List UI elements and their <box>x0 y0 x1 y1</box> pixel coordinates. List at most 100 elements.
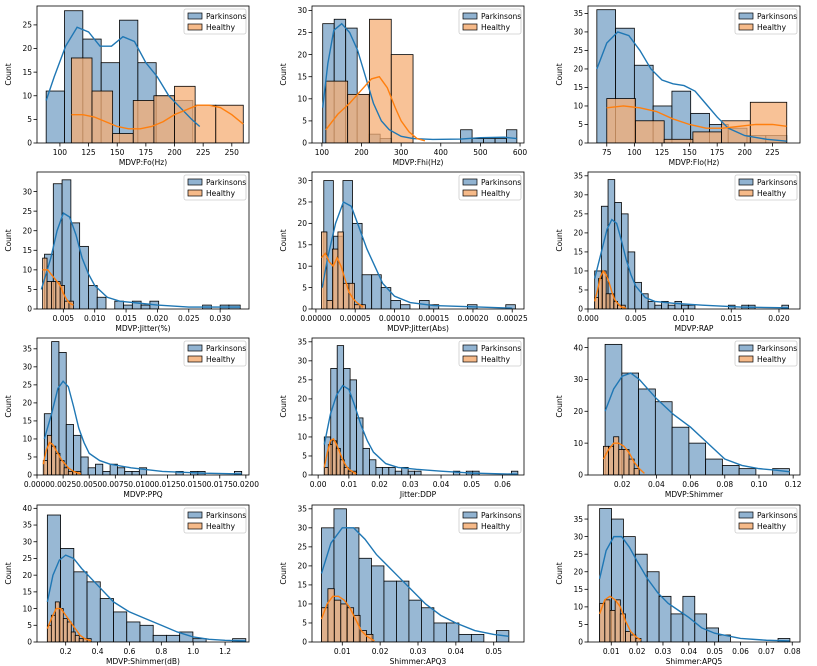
y-tick-label: 5 <box>302 452 307 461</box>
kde-line-parkinsons <box>321 200 513 309</box>
plot-area <box>46 514 247 642</box>
y-tick-label: 25 <box>297 28 307 37</box>
series-healthy <box>606 98 788 143</box>
y-tick-label: 25 <box>22 207 32 216</box>
y-tick-label: 20 <box>573 567 583 576</box>
kde-line-parkinsons <box>320 527 509 637</box>
y-tick-label: 30 <box>573 532 583 541</box>
x-tick-label: 225 <box>765 148 780 157</box>
legend-swatch-parkinsons <box>187 12 203 20</box>
bar-parkinsons <box>511 470 519 475</box>
subplot-mdvp-jitter-: 0.005 0.010 0.015 0.020 0.025 0.030 0 5 10 15 20 25… <box>4 171 250 333</box>
x-tick-label: 100 <box>315 148 330 157</box>
plot-area <box>594 179 789 309</box>
series-parkinsons <box>323 345 519 475</box>
bar-healthy <box>70 57 93 143</box>
plot-area <box>40 179 241 309</box>
x-tick-label: 0.00010 <box>379 314 410 323</box>
kde-line-healthy <box>320 252 364 308</box>
x-tick-label: 0.02 <box>371 480 388 489</box>
y-tick-label: 35 <box>297 505 307 514</box>
bar-healthy <box>601 270 607 309</box>
bar-healthy <box>78 638 84 642</box>
axes-frame <box>36 5 250 144</box>
y-tick-label: 0 <box>27 305 32 314</box>
subplot-mdvp-fhi-hz-: 100 200 300 400 500 600 0 5 10 15 20 25 30 MDVP:Fhi(H… <box>279 5 527 167</box>
bar-parkinsons <box>361 274 373 309</box>
y-tick-label: 10 <box>22 91 32 100</box>
legend-label-healthy: Healthy <box>206 189 236 198</box>
y-tick-label: 0 <box>27 139 32 148</box>
bar-parkinsons <box>646 571 660 642</box>
legend: Parkinsons Healthy <box>183 174 247 201</box>
y-tick-label: 15 <box>22 68 32 77</box>
y-tick-label: 30 <box>22 537 32 546</box>
y-tick-label: 40 <box>22 504 32 513</box>
bar-parkinsons <box>45 90 65 143</box>
bar-parkinsons <box>152 634 167 642</box>
x-axis-label: MDVP:RAP <box>675 324 714 333</box>
y-tick-label: 0 <box>302 638 307 647</box>
y-tick-label: 25 <box>22 21 32 30</box>
bar-parkinsons <box>73 571 88 642</box>
y-tick-label: 15 <box>22 588 32 597</box>
y-tick-label: 10 <box>573 267 583 276</box>
series-parkinsons <box>604 343 790 475</box>
y-tick-label: 20 <box>573 65 583 74</box>
y-tick-label: 5 <box>27 285 32 294</box>
y-tick-label: 10 <box>297 600 307 609</box>
legend-swatch-parkinsons <box>187 344 203 352</box>
bar-parkinsons <box>506 129 518 143</box>
x-tick-label: 0.00020 <box>457 314 488 323</box>
x-tick-label: 0.05 <box>706 647 723 656</box>
x-tick-label: 125 <box>655 148 670 157</box>
kde-line-parkinsons <box>598 535 790 642</box>
bar-parkinsons <box>139 624 154 642</box>
kde-line-healthy <box>320 595 375 642</box>
legend: Parkinsons Healthy <box>458 8 522 35</box>
y-tick-label: 25 <box>22 381 32 390</box>
series-healthy <box>325 18 414 143</box>
y-axis-label: Count <box>555 562 564 584</box>
x-tick-label: 0.01 <box>341 480 358 489</box>
y-tick-label: 25 <box>573 550 583 559</box>
y-tick-label: 0 <box>302 139 307 148</box>
x-tick-label: 0.020 <box>768 314 790 323</box>
x-tick-label: 400 <box>434 148 449 157</box>
x-tick-label: 0.02 <box>372 647 389 656</box>
legend: Parkinsons Healthy <box>734 174 798 201</box>
y-tick-label: 0 <box>578 139 583 148</box>
y-tick-label: 20 <box>297 562 307 571</box>
subplot-shimmer-apq5: 0.01 0.02 0.03 0.04 0.05 0.06 0.07 0.08 0 5 10 15 20… <box>555 504 801 666</box>
legend-label-healthy: Healthy <box>757 522 787 531</box>
legend-swatch-parkinsons <box>462 12 478 20</box>
bar-parkinsons <box>70 222 81 309</box>
bar-parkinsons <box>58 352 67 475</box>
y-tick-label: 10 <box>573 102 583 111</box>
y-tick-label: 35 <box>573 9 583 18</box>
bar-healthy <box>66 621 72 642</box>
legend: Parkinsons Healthy <box>458 340 522 367</box>
bar-parkinsons <box>102 470 111 475</box>
bar-healthy <box>663 138 694 143</box>
x-tick-label: 0.04 <box>448 647 465 656</box>
bar-parkinsons <box>390 300 401 309</box>
subplot-mdvp-flo-hz-: 75 100 125 150 175 200 225 0 5 10 15 20 25 30 35 MDVP:F… <box>555 5 801 167</box>
kde-line-healthy <box>42 441 82 475</box>
y-tick-label: 20 <box>297 219 307 228</box>
y-tick-label: 30 <box>297 176 307 185</box>
y-tick-label: 30 <box>297 6 307 15</box>
kde-line-healthy <box>42 269 74 306</box>
bar-healthy <box>174 85 196 143</box>
bar-healthy <box>70 631 76 642</box>
y-tick-label: 10 <box>297 262 307 271</box>
bar-parkinsons <box>383 580 397 642</box>
bar-healthy <box>618 449 625 475</box>
kde-line-parkinsons <box>596 31 787 142</box>
legend-swatch-healthy <box>187 355 203 363</box>
bar-parkinsons <box>682 595 696 642</box>
legend-label-parkinsons: Parkinsons <box>757 12 797 21</box>
bar-healthy <box>51 281 57 309</box>
bar-healthy <box>321 231 328 309</box>
x-tick-label: 75 <box>602 148 612 157</box>
